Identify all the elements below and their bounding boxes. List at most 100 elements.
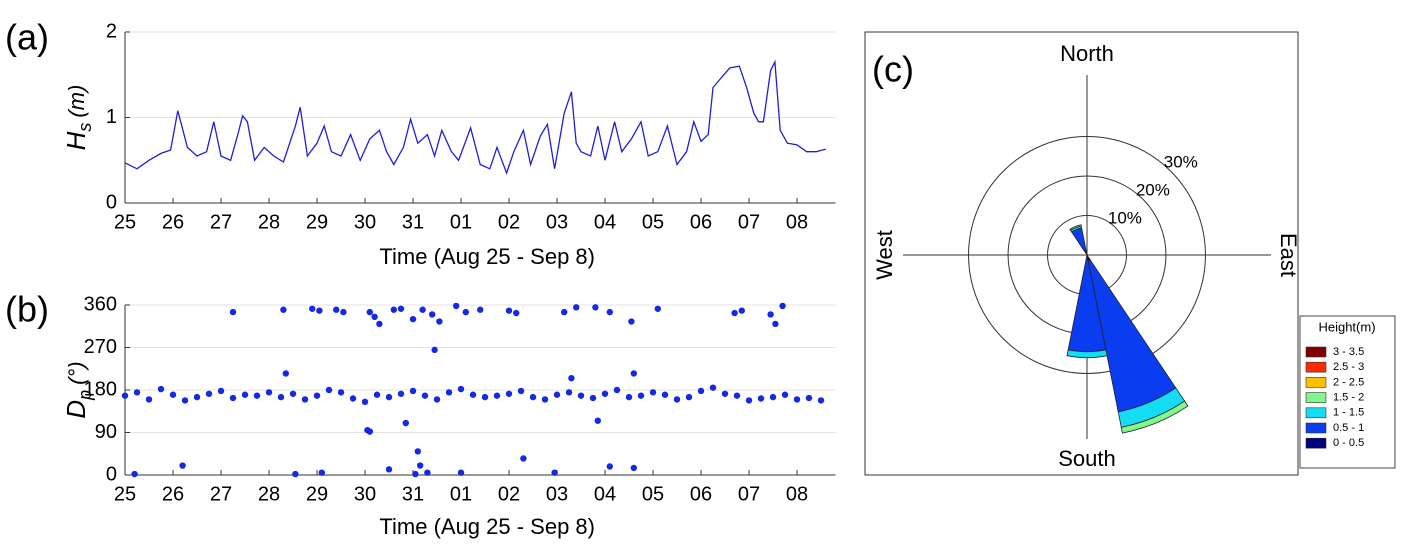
dp-point	[409, 315, 417, 323]
dp-point	[205, 390, 213, 397]
dp-point	[419, 306, 426, 313]
dp-point	[630, 464, 637, 472]
dp-point	[805, 394, 813, 402]
legend-swatch	[1305, 346, 1327, 358]
y-tick-label: 270	[84, 336, 117, 358]
y-tick-label: 90	[95, 421, 117, 443]
dp-point	[592, 304, 599, 311]
dp-point	[333, 306, 340, 313]
dp-point	[779, 302, 786, 310]
x-tick-label: 26	[162, 483, 184, 505]
legend-label: 1 - 1.5	[1333, 407, 1364, 419]
r-tick-label: 30%	[1164, 153, 1198, 172]
hs-line	[124, 59, 826, 176]
dp-point	[565, 389, 573, 396]
dp-point	[366, 428, 373, 435]
x-tick-label: 25	[114, 483, 136, 505]
x-tick-label: 08	[786, 211, 808, 233]
dp-point	[685, 393, 693, 401]
x-tick-label: 06	[690, 483, 712, 505]
rose-segment	[1120, 400, 1189, 434]
x-tick-label: 02	[498, 483, 520, 505]
dp-point	[625, 393, 633, 401]
y-label-subscript: s	[75, 123, 95, 132]
dp-point	[661, 391, 669, 398]
dp-point	[637, 392, 645, 399]
dp-point	[573, 304, 580, 311]
legend-label: 2.5 - 3	[1333, 361, 1364, 373]
x-tick-label: 08	[786, 483, 808, 505]
rose-segment	[1069, 224, 1082, 231]
r-tick-label: 10%	[1108, 209, 1142, 228]
dp-point	[520, 455, 527, 462]
y-tick-label: 0	[106, 463, 117, 485]
dp-point	[453, 302, 460, 310]
dp-point	[745, 397, 753, 404]
x-tick-label: 27	[210, 211, 232, 233]
y-label-subscript: p	[75, 390, 95, 401]
dp-point	[301, 396, 309, 403]
x-tick-label: 06	[690, 211, 712, 233]
dp-point	[412, 470, 419, 478]
dp-point	[376, 320, 383, 328]
x-tick-label: 26	[162, 211, 184, 233]
dp-point	[309, 305, 316, 312]
y-tick-label: 1	[106, 106, 117, 128]
dp-point	[349, 395, 357, 402]
legend-label: 3 - 3.5	[1333, 346, 1364, 358]
dp-point	[469, 391, 477, 398]
dp-point	[733, 392, 741, 399]
dp-point	[505, 390, 513, 397]
dp-point	[337, 389, 345, 396]
compass-west: West	[872, 230, 897, 280]
legend-label: 1.5 - 2	[1333, 392, 1364, 404]
dp-point	[265, 389, 273, 396]
dp-point	[409, 387, 417, 395]
dp-point	[277, 393, 285, 401]
dp-point	[673, 396, 681, 403]
x-tick-label: 30	[354, 483, 376, 505]
dp-point	[181, 397, 189, 404]
x-tick-label: 27	[210, 483, 232, 505]
dp-point	[402, 419, 409, 427]
dp-point	[390, 306, 397, 313]
dp-point	[606, 308, 613, 316]
dp-point	[767, 311, 774, 318]
x-tick-label: 07	[738, 483, 760, 505]
dp-point	[462, 308, 469, 316]
dp-point	[568, 374, 575, 382]
x-tick-label: 01	[450, 211, 472, 233]
dp-point	[772, 320, 779, 328]
compass-east: East	[1276, 233, 1301, 277]
dp-point	[325, 386, 333, 394]
dp-point	[513, 309, 520, 317]
x-tick-label: 05	[642, 211, 664, 233]
dp-point	[179, 462, 186, 469]
panel-c-frame	[864, 31, 1299, 476]
dp-point	[313, 392, 321, 399]
y-tick-label: 0	[106, 191, 117, 213]
y-tick-label: 360	[84, 293, 117, 315]
dp-point	[505, 307, 513, 314]
dp-point	[493, 392, 501, 399]
dp-point	[414, 448, 421, 455]
dp-point	[157, 385, 165, 393]
x-tick-label: 01	[450, 483, 472, 505]
dp-point	[517, 387, 525, 395]
x-tick-label: 02	[498, 211, 520, 233]
x-axis-label: Time (Aug 25 - Sep 8)	[379, 244, 595, 269]
panel-label: (a)	[5, 17, 49, 58]
legend-swatch	[1305, 361, 1327, 373]
dp-point	[280, 306, 287, 313]
dp-point	[541, 396, 549, 403]
dp-point	[697, 387, 705, 395]
x-tick-label: 03	[546, 211, 568, 233]
dp-point	[738, 307, 745, 314]
x-tick-label: 28	[258, 211, 280, 233]
legend-title: Height(m)	[1318, 319, 1375, 334]
dp-point	[361, 398, 369, 406]
r-tick-label: 20%	[1136, 181, 1170, 200]
legend-swatch	[1305, 377, 1327, 388]
dp-point	[229, 308, 237, 316]
compass-north: North	[1060, 41, 1114, 66]
